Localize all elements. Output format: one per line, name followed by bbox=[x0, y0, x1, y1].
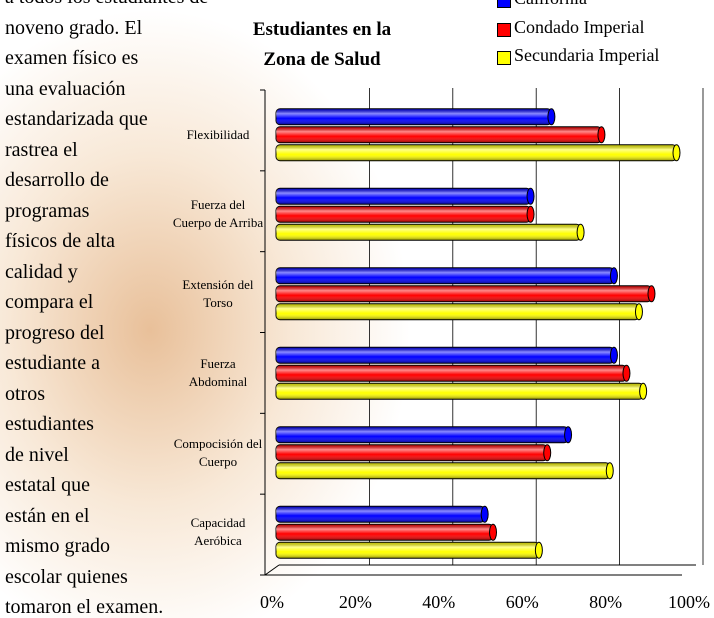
x-tick-label: 60% bbox=[505, 592, 539, 612]
legend-swatch bbox=[497, 0, 511, 8]
bar-cap bbox=[639, 382, 648, 400]
y-tick-label: Fuerza Abdominal bbox=[188, 356, 248, 390]
legend-swatch bbox=[497, 51, 511, 65]
bar bbox=[275, 444, 548, 462]
text-line: de nivel bbox=[5, 443, 69, 466]
bar bbox=[275, 223, 582, 241]
bar bbox=[275, 267, 615, 285]
bar-cap bbox=[547, 108, 556, 126]
text-line: estudiante a bbox=[5, 352, 100, 374]
legend-swatch bbox=[497, 23, 511, 37]
bar bbox=[275, 346, 615, 364]
text-line: programas bbox=[5, 199, 90, 222]
text-line: calidad y bbox=[5, 260, 78, 283]
text-line: examen físico es bbox=[5, 47, 139, 69]
bar bbox=[275, 144, 677, 162]
bar-cap bbox=[622, 364, 631, 382]
bar-cap bbox=[576, 223, 585, 241]
axis-line bbox=[264, 564, 280, 576]
bar bbox=[275, 285, 652, 303]
text-line: tomaron el examen. bbox=[5, 596, 164, 618]
bar-cap bbox=[534, 541, 543, 559]
bar bbox=[275, 187, 532, 205]
text-line: estandarizada que bbox=[5, 108, 148, 130]
bar bbox=[275, 505, 486, 523]
text-line: mismo grado bbox=[5, 535, 110, 557]
bar bbox=[275, 523, 494, 541]
y-tick-label: Fuerza del Cuerpo de Arriba bbox=[172, 197, 264, 231]
x-tick-label: 80% bbox=[589, 592, 623, 612]
text-line: rastrea el bbox=[5, 138, 78, 161]
text-line: están en el bbox=[5, 504, 90, 527]
bar bbox=[275, 364, 627, 382]
legend-label: Secundaria Imperial bbox=[514, 45, 660, 65]
bar-cap bbox=[634, 303, 643, 321]
bar-cap bbox=[489, 523, 498, 541]
text-line: escolar quienes bbox=[5, 565, 128, 588]
x-tick-label: 100% bbox=[668, 592, 710, 612]
text-line: compara el bbox=[5, 291, 94, 313]
bar-cap bbox=[609, 267, 618, 285]
bar-cap bbox=[647, 285, 656, 303]
x-tick-label: 20% bbox=[338, 592, 372, 612]
y-tick-label: Compocisión del Cuerpo bbox=[173, 435, 263, 469]
bar bbox=[275, 426, 569, 444]
bar bbox=[275, 126, 602, 144]
text-line: una evaluación bbox=[5, 77, 126, 100]
y-tick-label: Extensión del Torso bbox=[182, 276, 254, 310]
bar bbox=[275, 303, 640, 321]
text-line: estudiantes bbox=[5, 413, 94, 435]
y-tick-label: Flexibilidad bbox=[186, 126, 250, 142]
text-line: estatal que bbox=[5, 474, 90, 496]
text-line: físicos de alta bbox=[5, 230, 115, 252]
bar bbox=[275, 205, 532, 223]
bar-cap bbox=[672, 144, 681, 162]
bar-cap bbox=[543, 444, 552, 462]
y-tick-label: Capacidad Aeróbica bbox=[190, 515, 246, 549]
bar-cap bbox=[526, 205, 535, 223]
bar bbox=[275, 462, 611, 480]
legend-label: California bbox=[514, 0, 587, 9]
text-line: a todos los estudiantes de bbox=[5, 0, 208, 9]
bar-cap bbox=[564, 426, 573, 444]
bar-cap bbox=[609, 346, 618, 364]
bar bbox=[275, 382, 644, 400]
bar-cap bbox=[605, 462, 614, 480]
bar-cap bbox=[526, 187, 535, 205]
x-tick-label: 40% bbox=[422, 592, 456, 612]
text-line: otros bbox=[5, 382, 45, 405]
text-line: progreso del bbox=[5, 321, 105, 344]
legend-label: Condado Imperial bbox=[514, 17, 645, 37]
bar bbox=[275, 108, 552, 126]
chart-title: Estudiantes en la Zona de Salud bbox=[252, 19, 392, 70]
text-line: noveno grado. El bbox=[5, 16, 143, 39]
text-line: desarrollo de bbox=[5, 169, 109, 191]
x-tick-label: 0% bbox=[260, 592, 284, 612]
bar bbox=[275, 541, 540, 559]
bar-cap bbox=[480, 505, 489, 523]
bar-cap bbox=[597, 126, 606, 144]
